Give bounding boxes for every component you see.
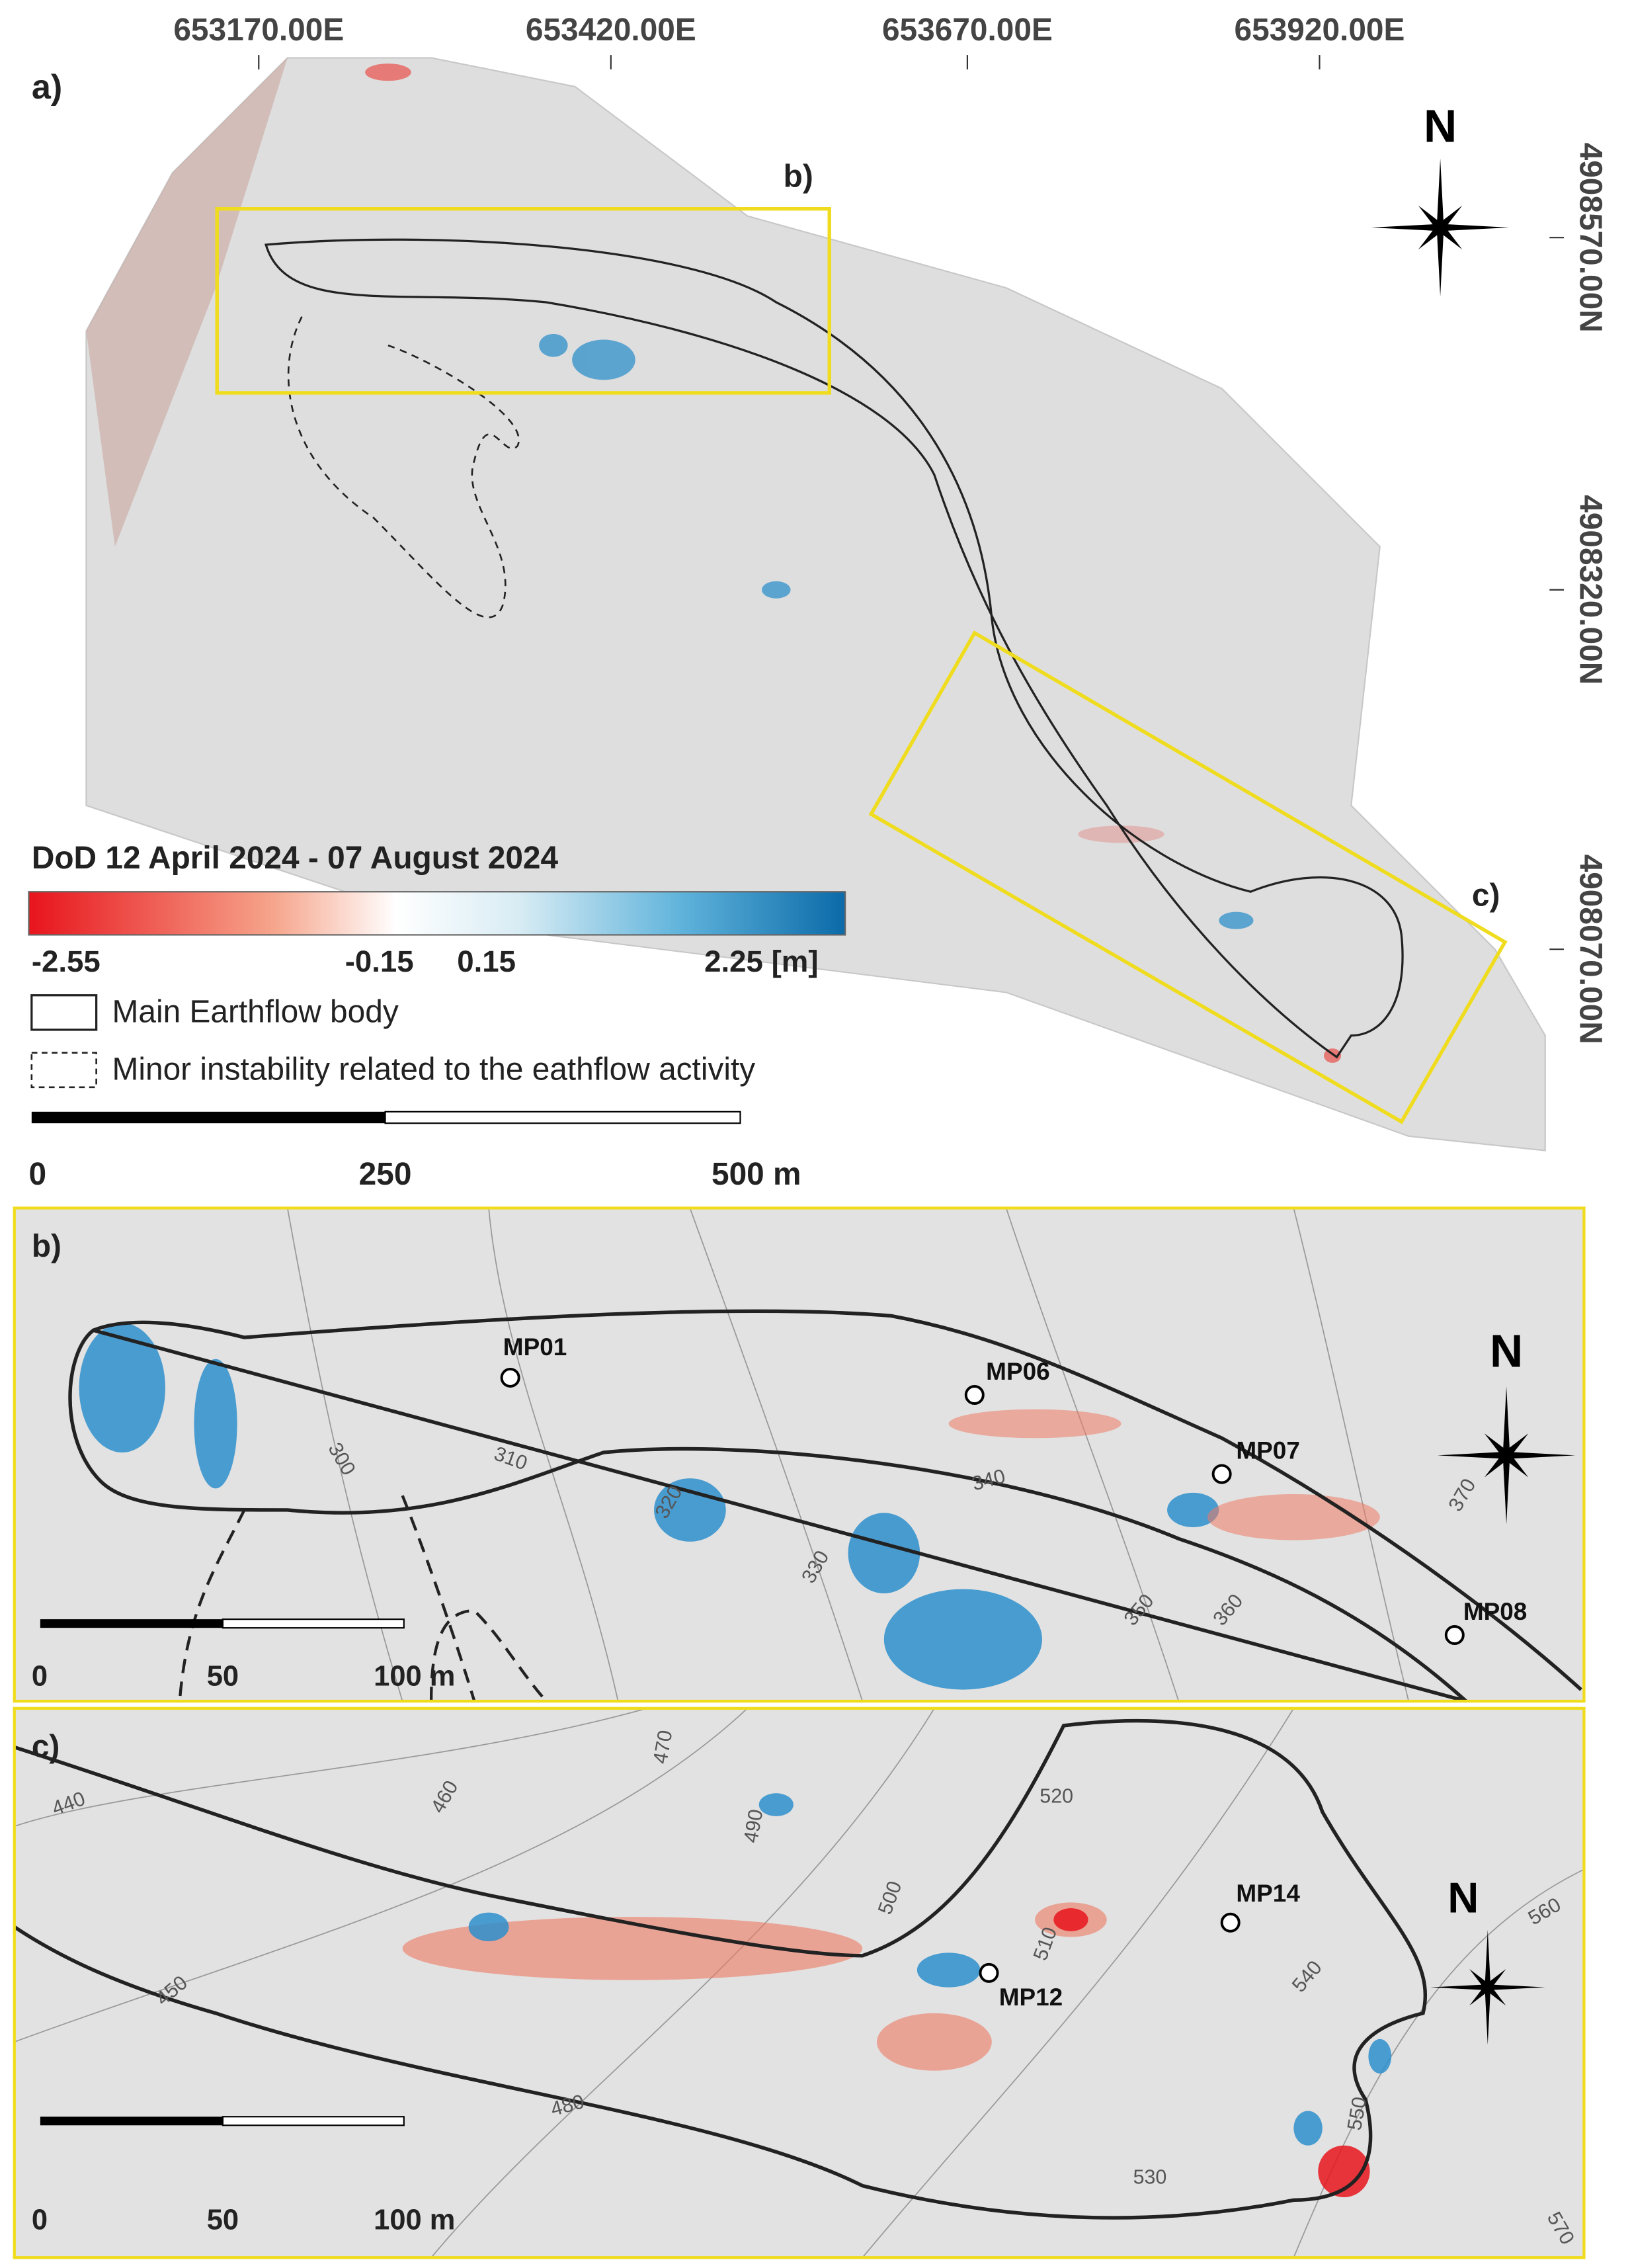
loss-patches (365, 63, 1342, 1063)
north-arrow (1437, 1386, 1576, 1525)
north-arrow (1430, 1929, 1545, 2045)
point-label: MP14 (1236, 1880, 1300, 1907)
scale-black (40, 1619, 223, 1628)
contour-label: 530 (1133, 2166, 1167, 2189)
point-label: MP07 (1236, 1437, 1300, 1464)
point-label: MP12 (999, 1984, 1063, 2011)
north-label: N (1490, 1325, 1523, 1377)
measure-point (500, 1367, 520, 1388)
legend-solid (30, 994, 98, 1031)
easting-label: 653170.00E (173, 13, 344, 48)
measure-point (964, 1385, 985, 1406)
scale-black (31, 1111, 386, 1124)
scale-white (222, 1618, 405, 1629)
northing-label: 4908320.00N (1572, 495, 1608, 685)
contour-label: 520 (1039, 1785, 1073, 1808)
river-bank (86, 58, 288, 547)
easting-label: 653920.00E (1235, 13, 1405, 48)
scale-label: 250 (359, 1157, 412, 1192)
panel-label: b) (32, 1229, 61, 1264)
scale-label: 100 m (374, 1661, 455, 1693)
scale-label: 0 (28, 1157, 46, 1192)
scale-label: 0 (32, 2204, 48, 2236)
measure-point (1444, 1625, 1465, 1646)
legend-tick: 2.25 [m] (704, 945, 818, 978)
point-label: MP01 (503, 1333, 567, 1361)
coord-ticks (258, 55, 1565, 950)
legend-title: DoD 12 April 2024 - 07 August 2024 (32, 841, 559, 876)
inset-label: c) (1472, 878, 1500, 913)
measure-point (1220, 1912, 1241, 1933)
easting-label: 653420.00E (526, 13, 696, 48)
panel-c-map (14, 1708, 1584, 2258)
north-arrow (1371, 158, 1510, 297)
measure-point (1211, 1464, 1232, 1484)
scale-label: 500 m (712, 1157, 801, 1192)
easting-label: 653670.00E (882, 13, 1053, 48)
scale-white (384, 1111, 741, 1124)
inset-label: b) (784, 159, 813, 194)
legend-dashed (30, 1052, 97, 1089)
scale-label: 100 m (374, 2204, 455, 2236)
legend-tick: -0.15 (345, 945, 414, 978)
north-label: N (1424, 101, 1457, 152)
inset-box-c (868, 630, 1508, 1124)
scale-label: 0 (32, 1661, 48, 1693)
measure-point (979, 1962, 999, 1983)
legend-item: Minor instability related to the eathflo… (112, 1052, 756, 1087)
hillshade (85, 57, 1546, 1152)
point-label: MP08 (1463, 1598, 1528, 1625)
earthflow-outline (264, 238, 1404, 1059)
panel-c-frame (13, 1706, 1586, 2259)
color-ramp (28, 891, 846, 936)
inset-box-b (215, 206, 831, 395)
northing-label: 4908570.00N (1572, 143, 1608, 333)
point-label: MP06 (986, 1358, 1050, 1385)
scale-white (222, 2116, 405, 2126)
scale-label: 50 (207, 1661, 239, 1693)
north-label: N (1447, 1873, 1479, 1921)
scale-black (40, 2117, 223, 2126)
northing-label: 4908070.00N (1572, 855, 1608, 1044)
panel-b-frame (13, 1206, 1586, 1703)
gain-patches (539, 333, 1254, 929)
panel-label: a) (32, 68, 62, 106)
legend-tick: -2.55 (32, 945, 101, 978)
legend-tick: 0.15 (457, 945, 516, 978)
legend-item: Main Earthflow body (112, 995, 399, 1030)
scale-label: 50 (207, 2204, 239, 2236)
minor-instability (287, 316, 520, 618)
panel-label: c) (32, 1729, 60, 1764)
